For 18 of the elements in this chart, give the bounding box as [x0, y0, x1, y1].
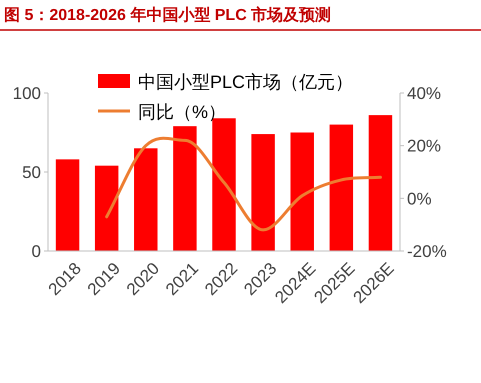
bar	[94, 166, 118, 251]
y2-tick-label: 0%	[407, 189, 432, 208]
bar	[330, 124, 354, 251]
legend-label: 中国小型PLC市场（亿元）	[138, 72, 354, 92]
bar	[368, 115, 392, 251]
y-tick-label: 50	[22, 163, 41, 182]
bar	[251, 134, 275, 251]
y2-tick-label: 40%	[407, 84, 442, 103]
bar	[134, 148, 158, 251]
y2-tick-label: -20%	[407, 242, 447, 261]
chart-title: 图 5：2018-2026 年中国小型 PLC 市场及预测	[4, 6, 332, 24]
legend-label: 同比（%）	[138, 102, 226, 122]
y-tick-label: 100	[12, 84, 41, 103]
bar	[290, 132, 314, 251]
y-tick-label: 0	[32, 242, 41, 261]
y2-tick-label: 20%	[407, 136, 442, 156]
bar	[173, 126, 197, 251]
bar	[56, 159, 80, 251]
